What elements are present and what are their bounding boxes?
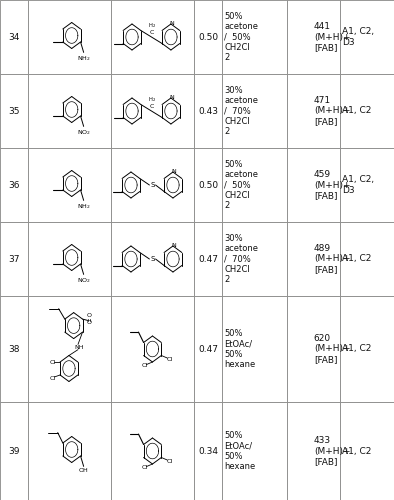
Bar [111,222,194,296]
Text: 433
(M+H)+
[FAB]: 433 (M+H)+ [FAB] [314,436,350,466]
Bar [28,402,111,500]
Bar [287,74,340,148]
Text: 35: 35 [8,106,20,116]
Text: OH: OH [79,468,89,472]
Text: N: N [170,95,175,100]
Text: 39: 39 [8,446,20,456]
Text: 0.50: 0.50 [198,32,218,42]
Text: 30%
acetone
/  70%
CH2Cl
2: 30% acetone / 70% CH2Cl 2 [224,86,258,136]
Text: 50%
EtOAc/
50%
hexane: 50% EtOAc/ 50% hexane [224,329,255,369]
Text: Cl: Cl [50,376,56,382]
Text: 459
(M+H)+
[FAB]: 459 (M+H)+ [FAB] [314,170,350,200]
Bar [111,402,194,500]
Text: 38: 38 [8,344,20,354]
Bar [28,0,111,74]
Bar [222,0,287,74]
Bar [287,402,340,500]
Text: A1, C2,
D3: A1, C2, D3 [342,176,375,195]
Text: O: O [87,312,92,318]
Text: 0.34: 0.34 [198,446,218,456]
Text: H$_2$: H$_2$ [149,21,156,30]
Text: H$_2$: H$_2$ [149,95,156,104]
Text: 0.47: 0.47 [198,254,218,264]
Text: Cl: Cl [167,357,173,362]
Text: 37: 37 [8,254,20,264]
Text: 50%
acetone
/  50%
CH2Cl
2: 50% acetone / 50% CH2Cl 2 [224,160,258,210]
Bar [287,296,340,402]
Text: 0.50: 0.50 [198,180,218,190]
Text: 0.47: 0.47 [198,344,218,354]
Bar [222,296,287,402]
Text: 36: 36 [8,180,20,190]
Bar [0,222,28,296]
Text: A1, C2,
D3: A1, C2, D3 [342,28,375,46]
Bar [340,296,394,402]
Bar [0,296,28,402]
Bar [28,296,111,402]
Text: Cl: Cl [141,466,147,470]
Bar [222,222,287,296]
Text: C: C [149,104,154,109]
Bar [287,148,340,222]
Text: 34: 34 [9,32,20,42]
Bar [340,0,394,74]
Bar [0,0,28,74]
Text: A1, C2: A1, C2 [342,344,372,354]
Bar [0,148,28,222]
Text: N: N [170,21,175,26]
Bar [340,222,394,296]
Text: O: O [87,320,92,326]
Bar [287,0,340,74]
Text: NH: NH [75,344,84,350]
Text: Cl: Cl [167,459,173,464]
Text: 620
(M+H)+
[FAB]: 620 (M+H)+ [FAB] [314,334,350,364]
Bar [194,148,222,222]
Bar [194,222,222,296]
Bar [194,0,222,74]
Bar [28,222,111,296]
Text: 30%
acetone
/  70%
CH2Cl
2: 30% acetone / 70% CH2Cl 2 [224,234,258,284]
Bar [194,402,222,500]
Bar [111,148,194,222]
Bar [222,402,287,500]
Text: Cl: Cl [141,364,147,368]
Bar [222,74,287,148]
Text: Cl: Cl [50,360,56,364]
Text: C: C [149,30,154,35]
Bar [340,148,394,222]
Text: A1, C2: A1, C2 [342,446,372,456]
Text: 471
(M+H)+
[FAB]: 471 (M+H)+ [FAB] [314,96,350,126]
Bar [194,74,222,148]
Text: 50%
EtOAc/
50%
hexane: 50% EtOAc/ 50% hexane [224,431,255,471]
Text: A1, C2: A1, C2 [342,106,372,116]
Bar [340,74,394,148]
Bar [194,296,222,402]
Text: A1, C2: A1, C2 [342,254,372,264]
Text: S: S [150,256,155,262]
Bar [340,402,394,500]
Text: 489
(M+H)+
[FAB]: 489 (M+H)+ [FAB] [314,244,350,274]
Bar [0,402,28,500]
Text: 50%
acetone
/  50%
CH2Cl
2: 50% acetone / 50% CH2Cl 2 [224,12,258,63]
Text: 441
(M+H)+
[FAB]: 441 (M+H)+ [FAB] [314,22,350,52]
Bar [111,74,194,148]
Text: NH$_2$: NH$_2$ [77,202,90,210]
Bar [111,296,194,402]
Text: N: N [172,243,177,248]
Bar [0,74,28,148]
Text: S: S [150,182,155,188]
Text: NO$_2$: NO$_2$ [77,128,91,136]
Text: N: N [172,169,177,174]
Text: NH$_2$: NH$_2$ [77,54,90,62]
Text: 0.43: 0.43 [198,106,218,116]
Bar [222,148,287,222]
Bar [111,0,194,74]
Text: NO$_2$: NO$_2$ [77,276,91,284]
Bar [28,74,111,148]
Bar [287,222,340,296]
Bar [28,148,111,222]
